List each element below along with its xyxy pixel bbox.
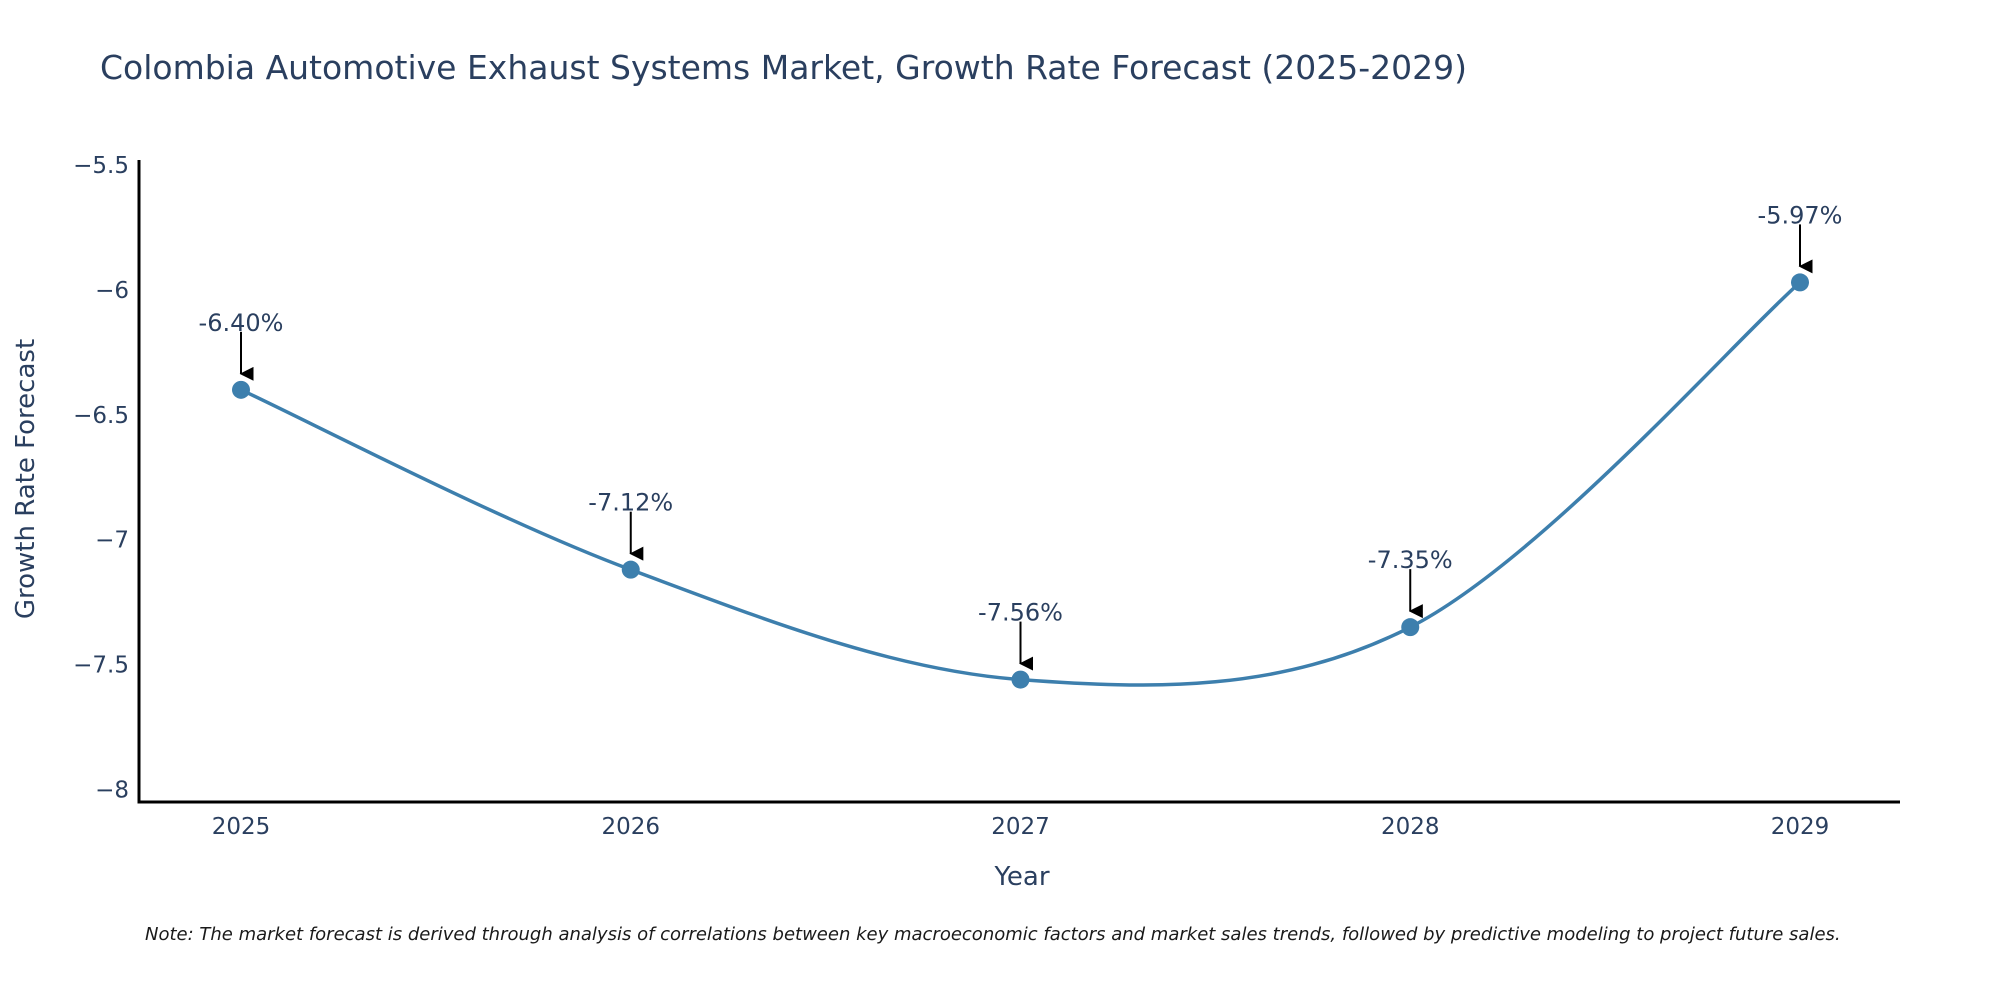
data-label: -7.12% [588, 489, 673, 517]
y-axis-title: Growth Rate Forecast [11, 339, 41, 619]
data-point-marker [1791, 273, 1809, 292]
x-tick-label: 2029 [1771, 814, 1830, 840]
data-point-marker [621, 560, 640, 579]
x-tick-label: 2026 [601, 814, 660, 840]
data-label: -7.56% [978, 599, 1063, 627]
data-label: -6.40% [199, 309, 284, 337]
data-point-marker [1401, 618, 1420, 637]
y-tick-label: −8 [95, 778, 129, 804]
y-axis-ticks: −5.5 −6 −6.5 −7 −7.5 −8 [73, 153, 129, 804]
y-tick-label: −7.5 [73, 653, 129, 679]
data-point-marker [232, 380, 250, 399]
x-tick-label: 2028 [1381, 814, 1440, 840]
x-axis-ticks: 2025 2026 2027 2028 2029 [212, 814, 1830, 840]
series-markers [232, 273, 1809, 689]
data-label: -5.97% [1758, 201, 1843, 229]
y-tick-label: −6 [95, 278, 129, 304]
footnote: Note: The market forecast is derived thr… [145, 924, 1841, 945]
data-point-marker [1011, 670, 1030, 689]
x-axis-title: Year [993, 862, 1049, 892]
data-label-annotations: -6.40% -7.12% -7.56% -7.35% -5.97% [199, 201, 1843, 671]
y-tick-label: −5.5 [73, 153, 129, 179]
chart-title: Colombia Automotive Exhaust Systems Mark… [100, 48, 1467, 87]
x-tick-label: 2027 [991, 814, 1050, 840]
x-tick-label: 2025 [212, 814, 271, 840]
y-tick-label: −6.5 [73, 403, 129, 429]
y-tick-label: −7 [95, 528, 129, 554]
plot-area: −5.5−6−6.5−7−7.5−8 2025 2026 2027 2028 2029 … [73, 153, 1900, 840]
data-label: -7.35% [1368, 546, 1453, 574]
